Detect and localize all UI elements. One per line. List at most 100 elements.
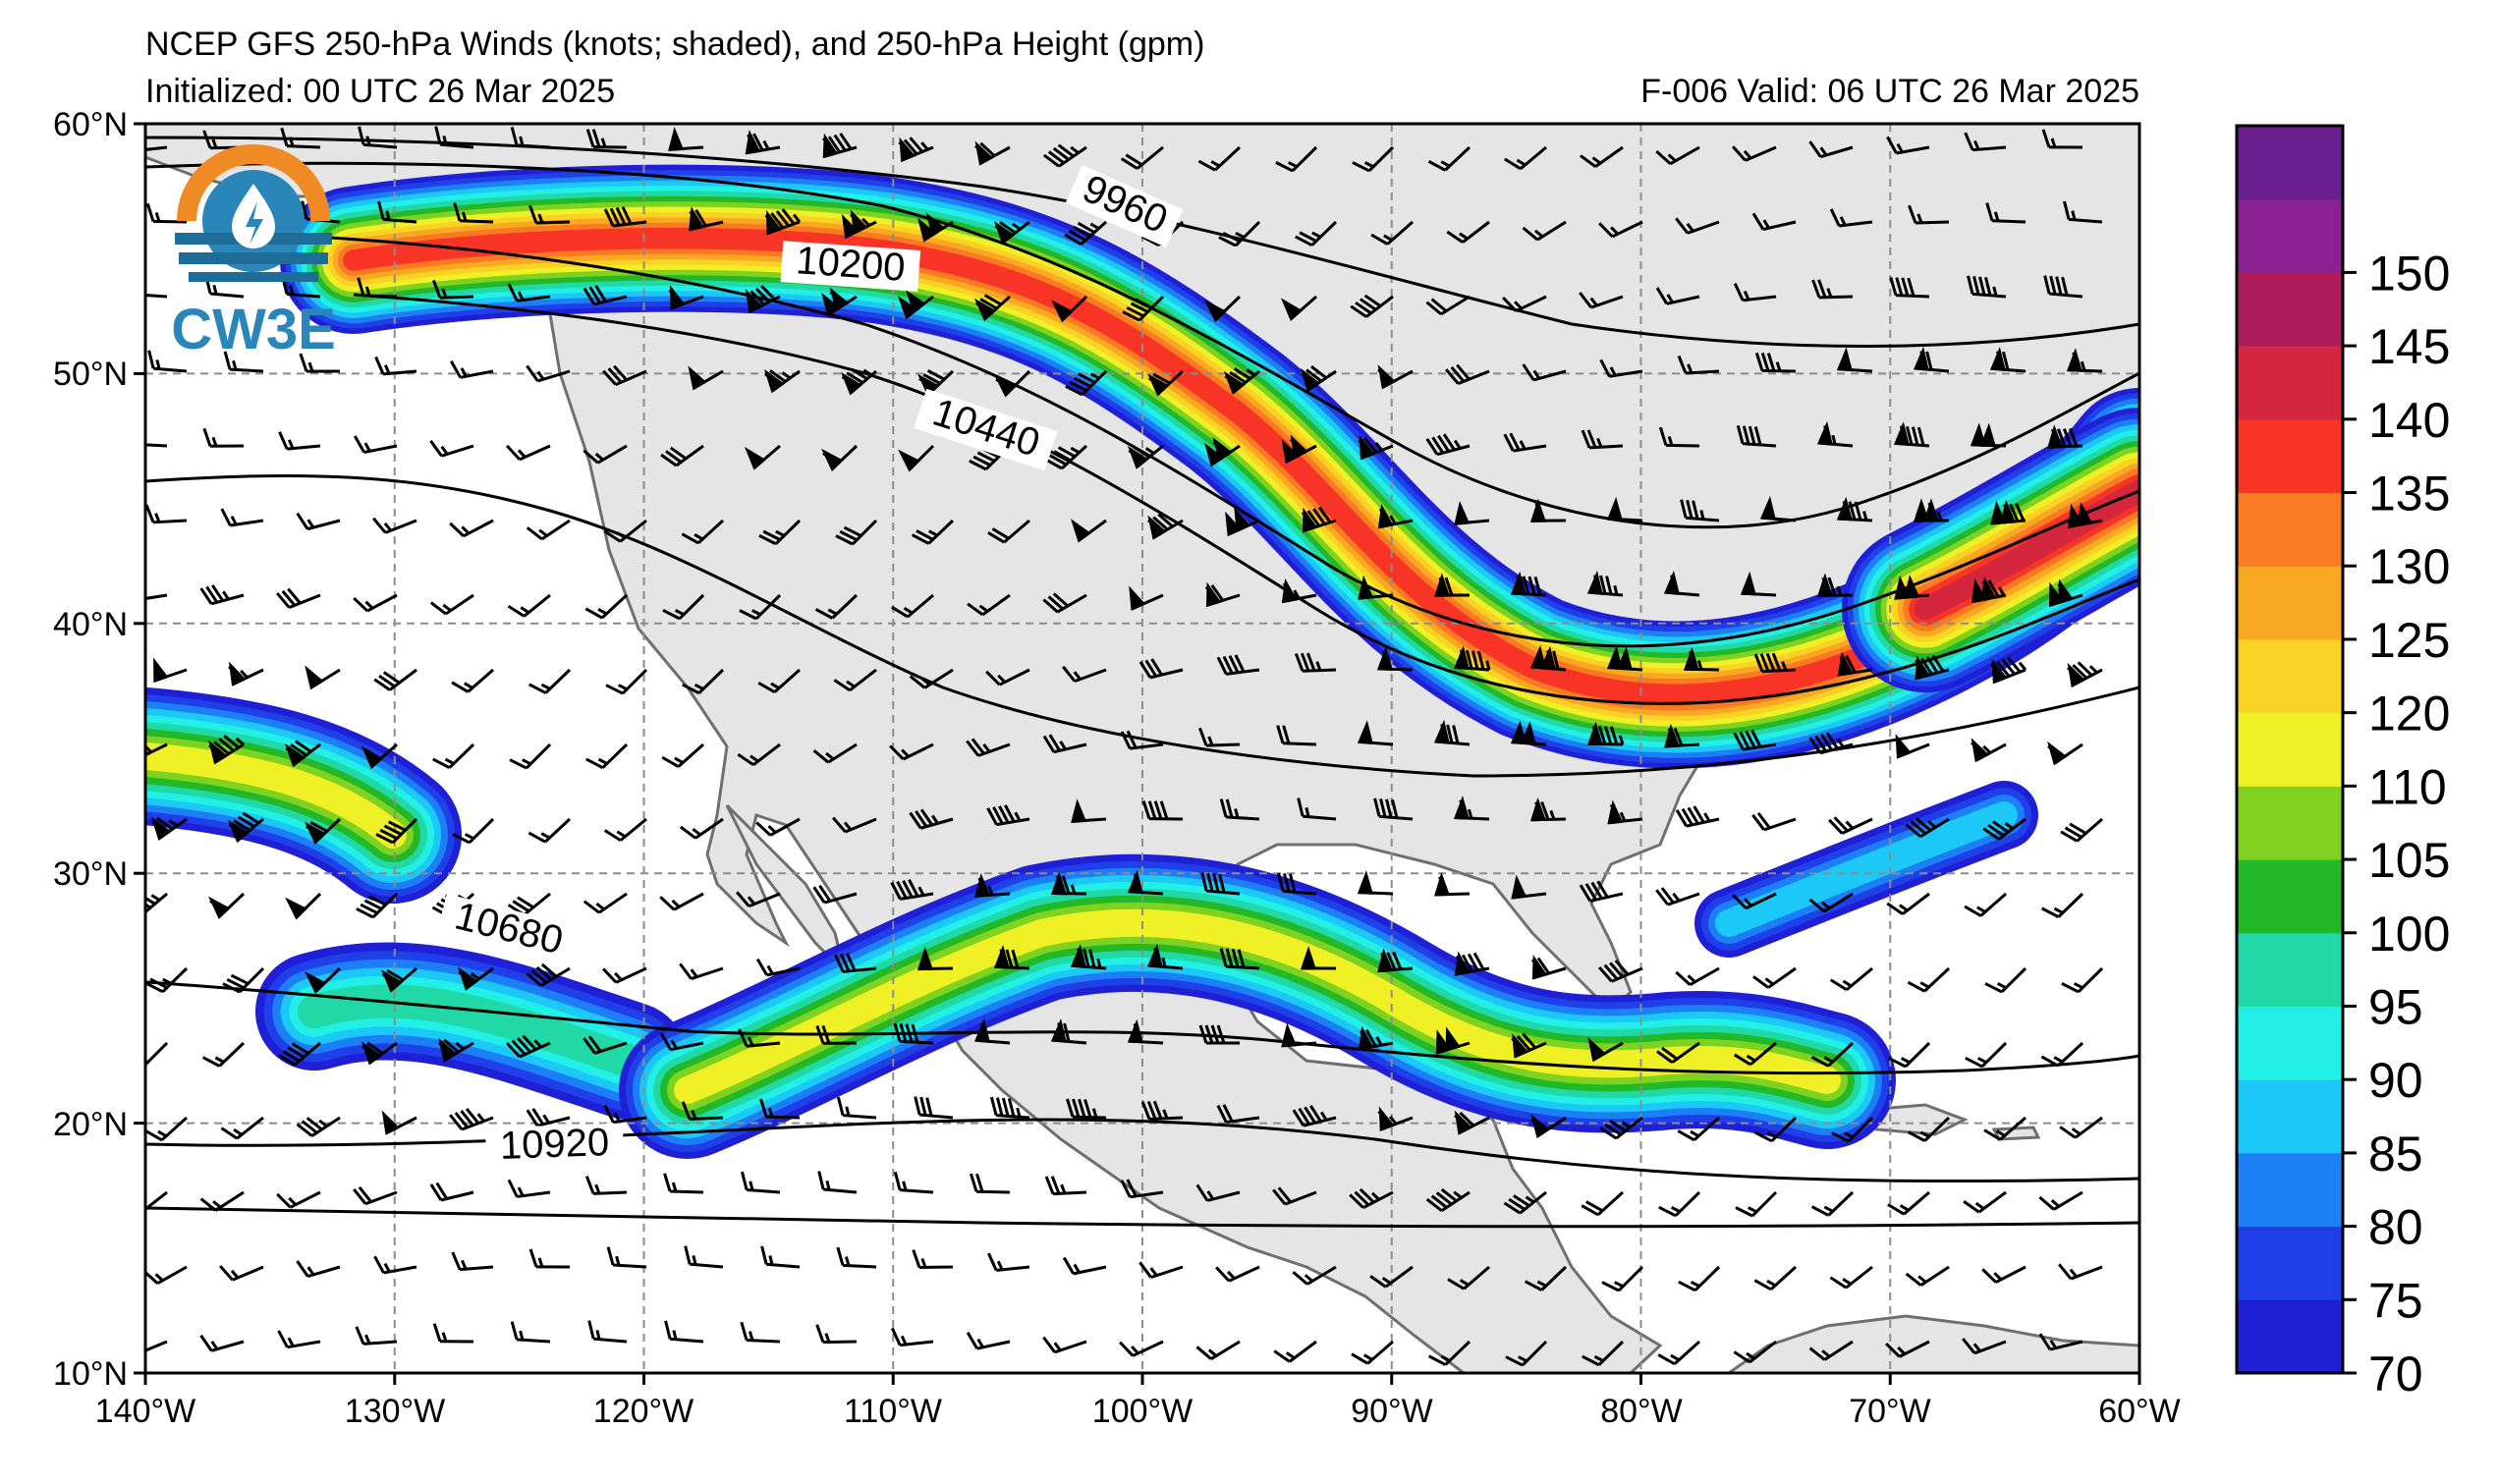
wind-barb (526, 1107, 571, 1127)
barb-full (1042, 1336, 1056, 1353)
barb-full (1289, 873, 1297, 893)
barb-full (983, 294, 1002, 306)
barb-full (435, 1182, 449, 1200)
wind-barb (151, 816, 188, 842)
barb-full (760, 285, 776, 301)
barb-full (1601, 1281, 1620, 1292)
barb-full (1609, 1119, 1627, 1132)
barb-half (1899, 1204, 1910, 1212)
wind-barb (528, 668, 572, 694)
wind-barb (527, 817, 572, 844)
barb-full (1603, 726, 1613, 745)
barb-half (1862, 511, 1868, 522)
barb-full (1673, 727, 1684, 746)
barb-full (377, 200, 385, 220)
wind-barb (689, 206, 724, 232)
barb-full (609, 207, 621, 227)
barb-full (1887, 1203, 1906, 1216)
barb-half (476, 1113, 485, 1123)
wind-barb (1677, 355, 1720, 375)
barb-full (1971, 742, 1986, 757)
wind-barb (277, 1330, 321, 1349)
wind-barb (909, 668, 954, 689)
barb-full (583, 287, 596, 305)
barb-full (850, 367, 868, 381)
barb-full (603, 829, 622, 842)
barb-full (2007, 656, 2022, 674)
barb-full (1222, 1104, 1234, 1123)
barb-full (285, 746, 303, 760)
barb-full (1733, 732, 1745, 750)
barb-full (222, 982, 241, 994)
barb-full (301, 1120, 318, 1134)
barb-full (1965, 1056, 1983, 1069)
wind-barb (1070, 944, 1107, 970)
wind-barb (276, 587, 321, 609)
barb-full (451, 681, 470, 693)
barb-full (1524, 1280, 1543, 1292)
barb-full (1511, 1037, 1527, 1054)
barb-full (1996, 351, 2004, 370)
wind-barb (1127, 1018, 1164, 1045)
barb-full (209, 900, 228, 911)
barb-full (1157, 513, 1174, 528)
barb-half (222, 590, 230, 600)
wind-barb (228, 661, 264, 687)
barb-full (1386, 952, 1397, 970)
barb-full (1591, 726, 1601, 745)
height-contour-line (145, 136, 2139, 348)
barb-half (240, 669, 249, 679)
wind-shade-band (1914, 479, 2139, 621)
barb-full (1908, 204, 1917, 224)
barb-full (506, 444, 522, 461)
wind-barb (1146, 943, 1184, 970)
barb-half (1131, 1345, 1139, 1354)
barb-full (769, 369, 787, 383)
barb-full (1456, 363, 1471, 381)
barb-full (124, 1338, 136, 1356)
barb-full (1978, 276, 1986, 296)
barb-half (1234, 808, 1240, 819)
wind-barb (296, 1116, 341, 1137)
barb-half (1516, 158, 1527, 167)
barb-full (1138, 660, 1152, 679)
barb-full (841, 375, 860, 388)
wind-barb (1120, 1179, 1164, 1199)
wind-barb (989, 1096, 1030, 1120)
wind-barb (822, 133, 858, 159)
barb-full (911, 533, 930, 545)
barb-full (980, 1022, 988, 1042)
barb-full (1438, 577, 1448, 596)
barb-full (755, 958, 769, 976)
barb-full (694, 209, 707, 227)
barb-full (1391, 798, 1399, 819)
colorbar-label: 80 (2368, 1200, 2423, 1255)
barb-half (920, 1257, 927, 1268)
barb-full (282, 1050, 301, 1063)
wind-barb (1120, 145, 1164, 170)
barb-half (1213, 306, 1224, 315)
barb-half (927, 529, 938, 537)
barb-full (2060, 830, 2079, 843)
barb-full (1982, 827, 2000, 841)
barb-half (157, 1129, 167, 1138)
barb-full (1753, 1279, 1772, 1292)
colorbar-label: 75 (2368, 1273, 2423, 1328)
wind-barb (1281, 1022, 1317, 1048)
barb-half (1089, 372, 1100, 380)
wind-barb (1915, 654, 1950, 681)
barb-full (451, 1251, 462, 1271)
barb-full (2063, 200, 2071, 220)
barb-full (526, 1109, 539, 1127)
wind-barb (1582, 1340, 1625, 1367)
barb-full (898, 140, 913, 158)
wind-barb (199, 1334, 245, 1352)
barb-full (386, 968, 405, 982)
barb-full (1814, 735, 1828, 753)
wind-barb (890, 879, 934, 901)
barb-full (587, 1035, 602, 1053)
wind-barb (1275, 145, 1318, 173)
barb-half (1901, 1057, 1911, 1065)
barb-full (1599, 1127, 1618, 1140)
barb-full (1452, 725, 1460, 744)
